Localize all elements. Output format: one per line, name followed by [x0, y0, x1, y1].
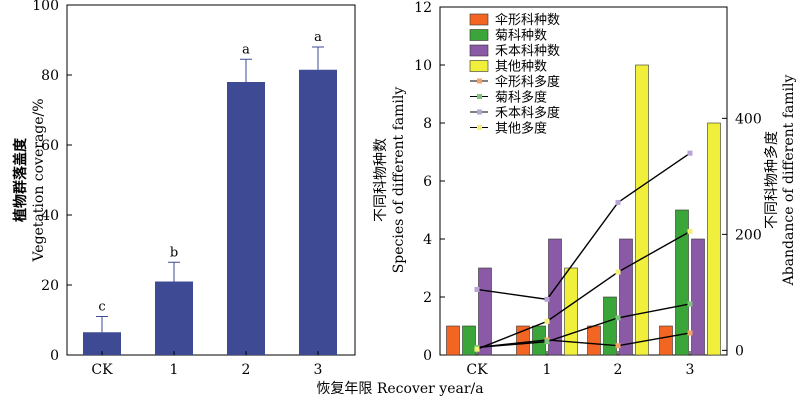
y2-tick-label: 200: [735, 227, 762, 243]
bar: [299, 69, 337, 355]
x-tick-label: 2: [614, 362, 623, 378]
line-marker: [474, 286, 480, 292]
line-marker: [687, 150, 693, 156]
bar: [478, 267, 492, 356]
legend-label: 其他多度: [495, 121, 547, 137]
y-tick-label: 80: [41, 68, 59, 84]
legend-swatch: [469, 13, 489, 26]
legend-marker: [477, 78, 482, 84]
legend-marker: [477, 109, 482, 115]
y-tick-label: 10: [414, 58, 432, 74]
bar: [516, 325, 530, 356]
y-tick-label: 4: [423, 232, 432, 248]
left-chart-coverage: 0 20 40 60 80 100 c CK b 1 a 2 a 3 植物群落盖度 Vegetation co…: [12, 0, 356, 378]
bar: [675, 209, 689, 356]
legend-swatch: [469, 44, 489, 57]
legend-swatch: [469, 29, 489, 41]
y2-tick-label: 0: [735, 343, 744, 359]
y-tick-label: 0: [50, 348, 59, 364]
x-tick-label: 3: [686, 362, 695, 378]
y-tick-label: 40: [41, 208, 59, 224]
y2-axis-label-cn: 不同科物种多度: [763, 131, 780, 229]
legend-label: 禾本科多度: [495, 105, 560, 121]
significance-letter: c: [98, 300, 105, 315]
line-marker: [544, 339, 550, 345]
significance-letter: a: [242, 42, 250, 57]
legend-label: 菊科多度: [495, 90, 547, 106]
significance-letter: b: [170, 245, 178, 260]
y-tick-label: 12: [414, 0, 432, 16]
bar: [83, 332, 121, 355]
bar: [707, 122, 721, 356]
bar: [619, 238, 633, 356]
series-line: [476, 303, 691, 349]
plot-frame: [66, 4, 356, 356]
legend-label: 其他种数: [495, 60, 547, 75]
legend-marker: [477, 94, 482, 99]
line-marker: [687, 330, 693, 336]
line-marker: [615, 315, 621, 321]
shared-x-axis-label: 恢复年限 Recover year/a: [316, 381, 484, 397]
line-marker: [687, 301, 693, 307]
bar: [603, 296, 617, 356]
y-axis-label-cn: 植物群落盖度: [12, 137, 29, 223]
legend-label: 菊科种数: [495, 29, 547, 44]
bar: [227, 82, 265, 355]
y-tick-label: 2: [423, 290, 432, 306]
y-tick-label: 0: [423, 348, 432, 364]
significance-letter: a: [314, 30, 322, 45]
y-axis-label-en: Vegetation coverage/%: [31, 98, 47, 262]
bar: [155, 281, 193, 355]
legend-label: 禾本科种数: [495, 44, 560, 59]
y-tick-label: 60: [41, 138, 59, 154]
bar: [691, 238, 705, 356]
x-tick-label: CK: [91, 362, 113, 378]
series-line: [476, 230, 691, 350]
x-tick-label: 1: [170, 362, 179, 378]
y-axis-label-en: Species of different family: [391, 87, 407, 274]
line-marker: [615, 269, 621, 275]
y-tick-label: 6: [423, 174, 432, 190]
bar: [635, 64, 649, 356]
bar: [462, 325, 476, 356]
line-marker: [615, 199, 621, 205]
legend-swatch: [469, 60, 489, 72]
series-line: [476, 332, 691, 349]
series-line: [476, 152, 691, 301]
y2-tick-label: 400: [735, 111, 762, 127]
x-tick-label: 1: [543, 362, 552, 378]
legend-label: 伞形科种数: [495, 12, 560, 28]
y-tick-label: 20: [41, 278, 59, 294]
line-marker: [544, 296, 550, 302]
y2-axis-label-en: Abandance of different family: [781, 75, 797, 287]
bar: [659, 325, 673, 356]
line-marker: [687, 228, 693, 234]
x-tick-label: 2: [242, 362, 251, 378]
y-tick-label: 8: [423, 116, 432, 132]
legend-label: 伞形科多度: [495, 74, 560, 90]
y-tick-label: 100: [32, 0, 59, 14]
line-marker: [544, 318, 550, 324]
legend-marker: [477, 125, 482, 130]
x-tick-label: 3: [314, 362, 323, 378]
bar: [587, 325, 601, 356]
line-marker: [615, 343, 621, 349]
bar: [446, 325, 460, 356]
line-marker: [474, 346, 480, 352]
x-tick-label: CK: [466, 362, 488, 378]
y-axis-label-cn: 不同科物种数: [373, 138, 389, 222]
